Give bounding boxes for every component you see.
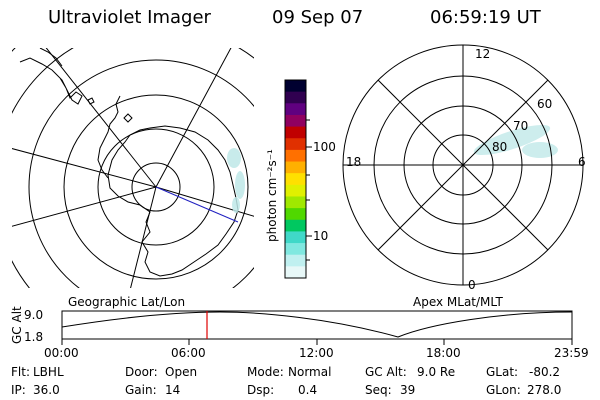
colorbar-band — [285, 173, 306, 186]
status-key: Gain: — [125, 383, 157, 397]
alt-ytick-top: 9.0 — [24, 308, 44, 322]
status-value: -80.2 — [529, 365, 561, 379]
colorbar-band — [285, 208, 306, 221]
altitude-plot — [61, 310, 573, 345]
mlt-label-6: 6 — [578, 155, 586, 169]
colorbar-band — [285, 219, 306, 232]
colorbar-band — [285, 266, 306, 279]
colorbar-tick-10: 10 — [313, 229, 329, 243]
alt-xtick: 18:00 — [426, 346, 461, 360]
alt-xtick: 23:59 — [554, 346, 589, 360]
status-value: 278.0 — [527, 383, 562, 397]
colorbar-band — [285, 149, 306, 163]
status-key: GLat: — [486, 365, 519, 379]
status-key: Seq: — [365, 383, 392, 397]
apex-polar-plot — [342, 44, 584, 286]
colorbar-tick-100: 100 — [313, 140, 336, 154]
colorbar-band — [285, 196, 306, 209]
colorbar-band — [285, 231, 306, 244]
alt-xtick: 00:00 — [44, 346, 79, 360]
status-key: Flt: — [11, 365, 30, 379]
header-time: 06:59:19 UT — [430, 7, 541, 28]
status-key: IP: — [11, 383, 26, 397]
apex-caption: Apex MLat/MLT — [413, 295, 503, 309]
geographic-caption: Geographic Lat/Lon — [68, 295, 186, 309]
header-date: 09 Sep 07 — [272, 7, 364, 28]
mlt-label-18: 18 — [346, 155, 362, 169]
status-value: 39 — [400, 383, 416, 397]
status-key: GLon: — [486, 383, 521, 397]
status-value: LBHL — [33, 365, 64, 379]
colorbar — [284, 79, 312, 279]
mlat-label-70: 70 — [513, 119, 529, 133]
colorbar-band — [285, 138, 306, 151]
colorbar-band — [285, 243, 306, 256]
colorbar-band — [285, 184, 306, 197]
status-key: GC Alt: — [365, 365, 407, 379]
status-key: Door: — [125, 365, 158, 379]
colorbar-band — [285, 114, 306, 128]
status-value: 36.0 — [33, 383, 60, 397]
mlat-label-60: 60 — [537, 97, 553, 111]
colorbar-band — [285, 91, 306, 104]
mlt-label-0: 0 — [468, 278, 476, 292]
status-key: Mode: — [247, 365, 284, 379]
status-key: Dsp: — [247, 383, 275, 397]
status-value: 0.4 — [298, 383, 318, 397]
instrument-title: Ultraviolet Imager — [48, 7, 211, 28]
alt-ytick-bottom: 1.8 — [24, 330, 44, 344]
status-value: 9.0 Re — [417, 365, 456, 379]
status-value: 14 — [165, 383, 181, 397]
status-value: Open — [165, 365, 198, 379]
colorbar-unit-label: photon cm⁻²s⁻¹ — [265, 149, 279, 242]
alt-xtick: 06:00 — [171, 346, 206, 360]
mlt-label-12: 12 — [475, 47, 491, 61]
colorbar-band — [285, 161, 306, 174]
status-value: Normal — [288, 365, 332, 379]
mlat-label-80: 80 — [492, 140, 508, 154]
colorbar-band — [285, 126, 306, 139]
alt-ylabel: GC Alt — [10, 306, 24, 344]
colorbar-band — [285, 80, 306, 93]
colorbar-band — [285, 103, 306, 116]
alt-xtick: 12:00 — [299, 346, 334, 360]
colorbar-band — [285, 254, 306, 267]
geographic-map — [12, 48, 254, 288]
